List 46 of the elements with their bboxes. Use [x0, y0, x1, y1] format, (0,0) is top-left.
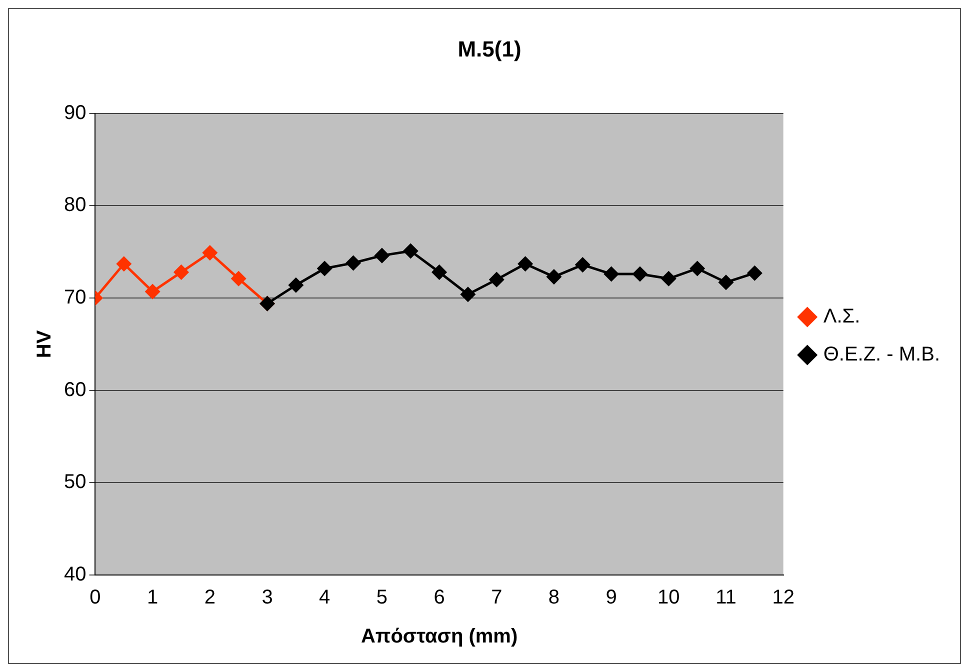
x-tick-label: 1	[147, 586, 158, 609]
point	[231, 271, 246, 286]
point	[489, 272, 504, 287]
y-tick-label: 90	[64, 102, 86, 124]
y-tick-label: 70	[64, 286, 86, 309]
x-tick-label: 2	[204, 586, 216, 609]
x-tick-label: 9	[606, 586, 617, 609]
x-tick-label: 10	[658, 586, 680, 609]
y-tick-label: 60	[64, 378, 86, 401]
point	[116, 256, 132, 272]
point	[288, 278, 304, 292]
y-axis-title: HV	[34, 330, 56, 358]
x-tick-label: 4	[319, 586, 330, 609]
point	[346, 256, 361, 270]
point	[145, 284, 160, 299]
x-axis-title: Απόσταση (mm)	[360, 626, 518, 648]
x-tick-label: 0	[90, 586, 101, 609]
chart-title: M.5(1)	[458, 36, 522, 62]
point	[317, 261, 332, 276]
point	[518, 256, 533, 272]
y-tick-label: 80	[64, 194, 86, 216]
y-tick-label: 50	[64, 471, 86, 494]
x-tick-label: 8	[548, 586, 560, 609]
x-tick-label: 7	[491, 586, 502, 609]
y-tick-label: 40	[64, 564, 86, 586]
point	[575, 258, 590, 272]
point	[604, 266, 619, 282]
point	[202, 246, 218, 260]
x-tick-label: 11	[716, 586, 736, 609]
point	[661, 271, 676, 286]
point	[546, 270, 562, 284]
point	[632, 266, 648, 282]
point	[718, 275, 734, 290]
point	[403, 244, 418, 258]
point	[174, 264, 189, 280]
point	[690, 261, 705, 276]
x-tick-label: 6	[434, 586, 445, 609]
point	[432, 264, 447, 280]
legend-label: Λ.Σ.	[823, 306, 860, 328]
x-tick-label: 3	[262, 586, 273, 609]
point	[374, 248, 390, 263]
point	[460, 287, 476, 302]
x-tick-label: 5	[376, 586, 388, 609]
point	[747, 266, 762, 280]
legend-label: Θ.Ε.Ζ. - Μ.Β.	[823, 344, 940, 366]
x-tick-label: 12	[772, 586, 794, 609]
